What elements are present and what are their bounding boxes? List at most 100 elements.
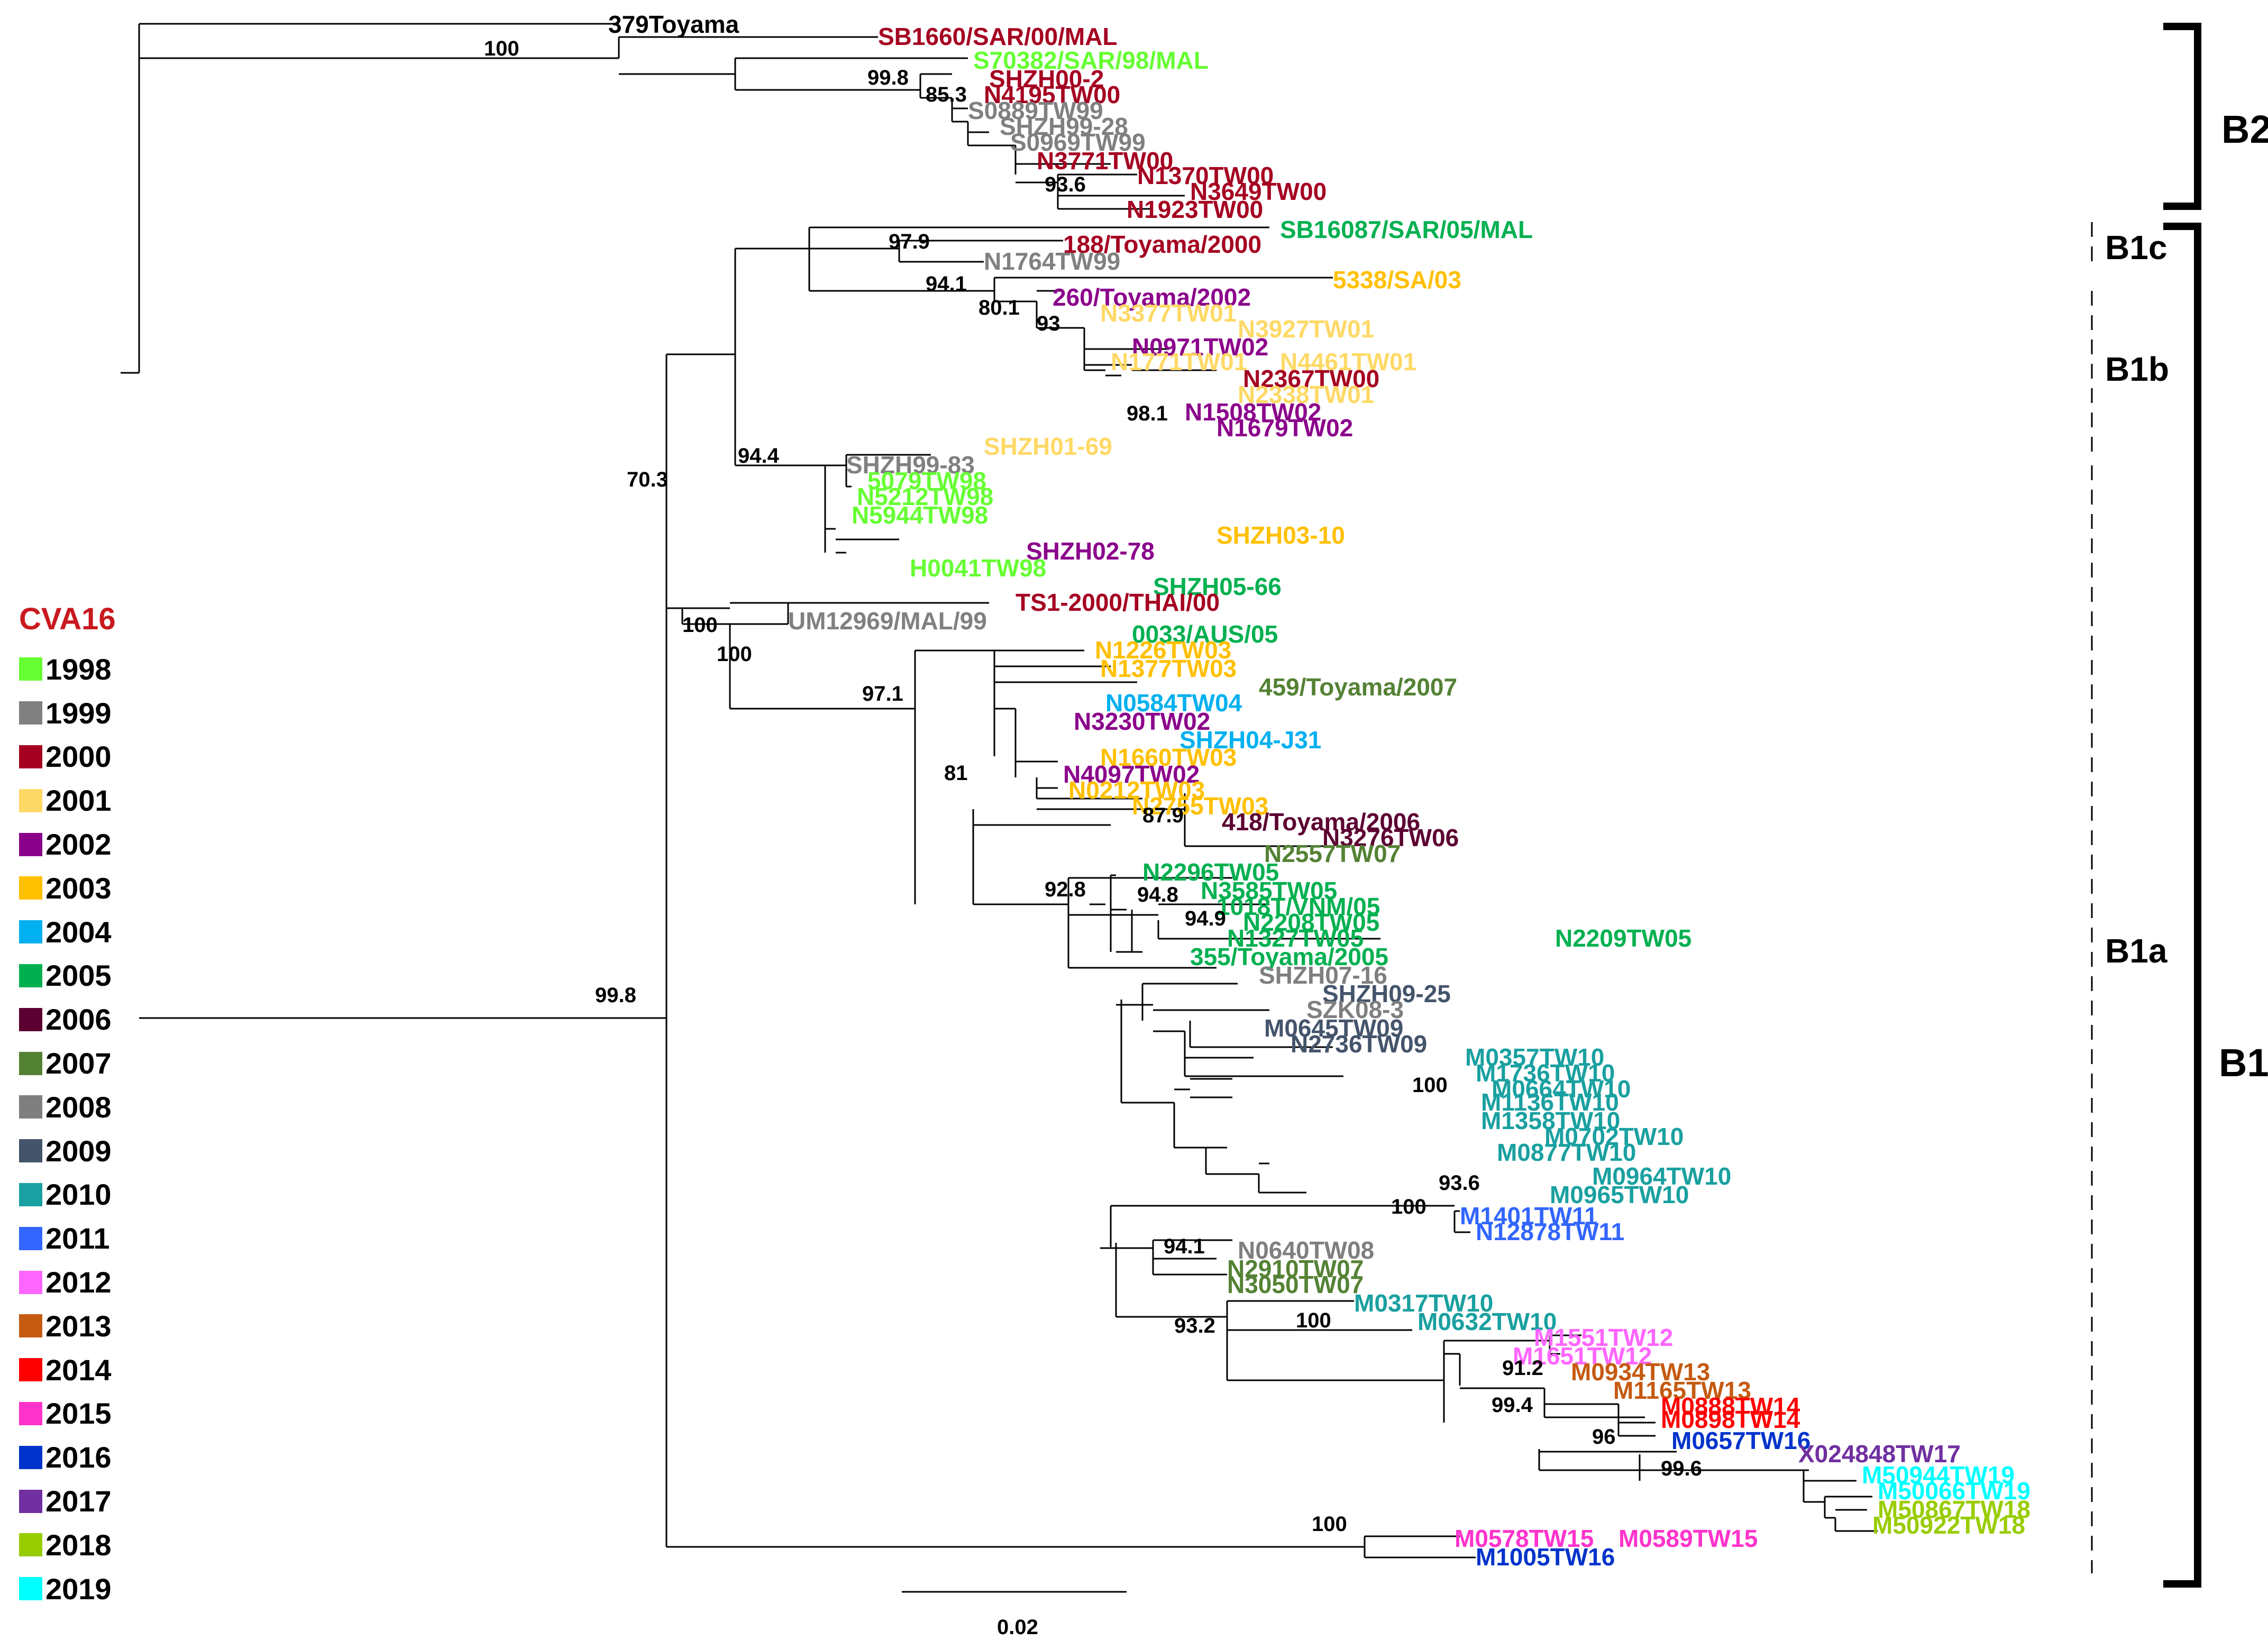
taxon-label: N3377TW01	[1100, 299, 1237, 327]
legend-year: 2018	[45, 1528, 112, 1562]
taxon-label: M0357TW10	[1465, 1043, 1604, 1071]
bootstrap-value: 100	[1391, 1195, 1426, 1218]
taxon-label: N3927TW01	[1238, 315, 1374, 343]
taxon-label: M0888TW14	[1661, 1392, 1800, 1420]
bootstrap-value: 99.4	[1492, 1394, 1533, 1417]
taxon-label: X024848TW17	[1798, 1440, 1961, 1468]
legend-item: 2005	[19, 954, 178, 998]
taxon-label: SB1660/SAR/00/MAL	[878, 23, 1118, 50]
bootstrap-value: 100	[484, 37, 519, 60]
legend-swatch	[19, 1314, 42, 1338]
taxon-label: M0965TW10	[1550, 1181, 1689, 1208]
taxon-label: N12878TW11	[1476, 1218, 1624, 1245]
legend-item: 2002	[19, 822, 178, 866]
taxon-label: M0657TW16	[1671, 1427, 1810, 1454]
legend-year: 2014	[45, 1353, 112, 1387]
taxon-label: N3585TW05	[1201, 877, 1337, 904]
legend-year: 2003	[45, 871, 112, 905]
taxon-label: N0584TW04	[1105, 689, 1242, 717]
bootstrap-value: 94.9	[1185, 907, 1226, 930]
legend-year: 2004	[45, 915, 112, 949]
taxon-label: M1358TW10	[1481, 1107, 1620, 1134]
legend-year: 2019	[45, 1572, 112, 1606]
bootstrap-value: 100	[1312, 1512, 1347, 1536]
legend-item: 2013	[19, 1304, 178, 1348]
taxon-label: N3230TW02	[1074, 708, 1210, 735]
taxon-label: N5212TW98	[857, 483, 993, 510]
legend-item: 2003	[19, 866, 178, 910]
taxon-label: N2557TW07	[1264, 840, 1401, 867]
taxon-label: N2736TW09	[1291, 1030, 1427, 1058]
bootstrap-value: 93.6	[1045, 173, 1086, 196]
taxon-label: SHZH05-66	[1153, 573, 1282, 600]
taxon-label: SHZH07-16	[1259, 961, 1387, 989]
taxon-label: H0041TW98	[910, 554, 1046, 582]
legend-item: 2001	[19, 778, 178, 822]
taxon-label: TS1-2000/THAI/00	[1016, 589, 1220, 616]
taxon-label: N2755TW03	[1132, 792, 1268, 820]
legend-swatch	[19, 1270, 42, 1294]
clade-label-b1b: B1b	[2105, 350, 2169, 388]
taxon-label: M0589TW15	[1618, 1525, 1758, 1552]
legend-year: 2001	[45, 784, 112, 818]
taxon-label: M0934TW13	[1571, 1358, 1710, 1386]
legend-item: 1999	[19, 691, 178, 735]
legend-item: 2006	[19, 997, 178, 1041]
taxon-label: M1401TW11	[1460, 1202, 1598, 1230]
taxon-label: N0971TW02	[1132, 333, 1268, 361]
taxon-label: 260/Toyama/2002	[1053, 283, 1251, 311]
legend-swatch	[19, 789, 42, 812]
scale-bar-label: 0.02	[997, 1616, 1038, 1639]
legend-item: 2014	[19, 1348, 178, 1392]
taxon-label: N2208TW05	[1243, 909, 1379, 936]
legend-swatch	[19, 701, 42, 725]
legend-swatch	[19, 920, 42, 944]
taxon-label: N3276TW06	[1322, 824, 1459, 851]
legend-item: 2015	[19, 1392, 178, 1436]
legend-swatch	[19, 1533, 42, 1557]
legend-year: 2013	[45, 1309, 112, 1343]
bootstrap-value: 92.8	[1045, 878, 1086, 901]
taxon-label: 1018T/VNM/05	[1217, 893, 1380, 920]
bootstrap-value: 100	[682, 613, 718, 637]
legend-year: 2006	[45, 1003, 112, 1037]
bootstrap-value: 99.6	[1661, 1457, 1702, 1480]
taxon-label: M0645TW09	[1264, 1014, 1403, 1042]
taxon-label: SHZH03-10	[1217, 521, 1345, 549]
taxon-label: N1660TW03	[1100, 744, 1237, 771]
taxon-label: N0640TW08	[1238, 1236, 1374, 1264]
taxon-label: 379Toyama	[608, 11, 739, 38]
taxon-label: 459/Toyama/2007	[1259, 673, 1457, 701]
taxon-label: M50944TW19	[1862, 1461, 2015, 1489]
legend-swatch	[19, 1445, 42, 1469]
legend-title: CVA16	[19, 602, 116, 636]
taxon-label: SHZH99-83	[846, 451, 975, 479]
taxon-label: S0969TW99	[1010, 129, 1146, 156]
legend-year: 2017	[45, 1484, 112, 1518]
bootstrap-value: 93	[1037, 312, 1060, 335]
bootstrap-value: 94.1	[926, 272, 967, 296]
taxon-label: N2209TW05	[1555, 924, 1691, 952]
taxon-label: M1551TW12	[1534, 1324, 1673, 1351]
taxon-label: N1679TW02	[1217, 414, 1353, 442]
bootstrap-value: 85.3	[926, 83, 967, 106]
taxon-label: 5338/SA/03	[1333, 266, 1461, 294]
taxon-label: 5079TW98	[867, 467, 986, 494]
legend-year: 2009	[45, 1134, 112, 1168]
legend-year: 1999	[45, 696, 112, 730]
taxon-label: SB16087/SAR/05/MAL	[1280, 216, 1533, 243]
bootstrap-value: 97.1	[862, 682, 903, 705]
bootstrap-value: 96	[1592, 1425, 1616, 1449]
clade-bracket-b2	[2163, 23, 2201, 210]
taxon-label: N3771TW00	[1037, 147, 1173, 175]
clade-label-b1: B1	[2219, 1041, 2268, 1085]
taxon-label: N1508TW02	[1185, 398, 1321, 426]
legend-year: 2011	[45, 1222, 110, 1255]
taxon-label: N2296TW05	[1142, 858, 1279, 886]
taxon-label: M1005TW16	[1476, 1543, 1615, 1571]
taxon-label: SHZH04-J31	[1179, 726, 1321, 754]
scale-bar: 0.02	[902, 1591, 1127, 1639]
bootstrap-values: 100 99.8 85.3 93.6 97.9 94.1 80.1 93 98.1 94.4 70.…	[484, 37, 1702, 1536]
bootstrap-value: 99.8	[867, 66, 909, 89]
